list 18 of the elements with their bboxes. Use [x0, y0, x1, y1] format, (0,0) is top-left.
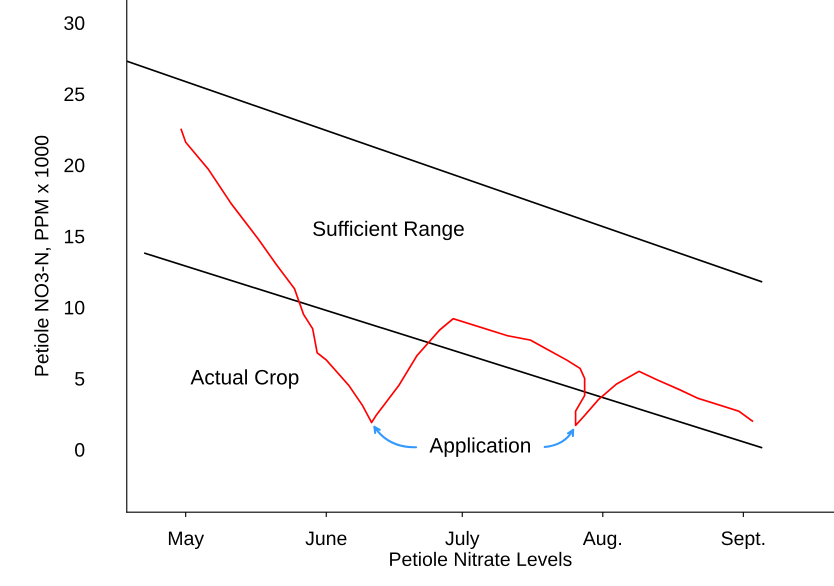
y-tick-label: 30 — [64, 16, 84, 30]
y-tick-label: 0 — [75, 443, 84, 457]
y-tick-label: 20 — [64, 158, 84, 172]
line-series — [180, 128, 754, 426]
x-tick-label: Sept. — [722, 531, 764, 550]
y-tick-label: 15 — [64, 230, 84, 244]
y-axis-title: Petiole NO3-N, PPM x 1000 — [34, 136, 51, 376]
y-tick-label: 10 — [64, 300, 84, 315]
x-tick-label: May — [168, 532, 204, 550]
x-tick-label: July — [445, 530, 480, 550]
y-tick-label: 5 — [75, 372, 84, 386]
x-tick-label: June — [305, 532, 346, 546]
annotation: Sufficient Range — [313, 220, 464, 240]
y-tick-label: 25 — [64, 87, 84, 102]
x-axis-title: Petiole Nitrate Levels — [390, 552, 572, 566]
annotation: Actual Crop — [190, 369, 298, 389]
annotation: Application — [429, 437, 530, 457]
x-tick-label: Aug. — [582, 532, 622, 550]
